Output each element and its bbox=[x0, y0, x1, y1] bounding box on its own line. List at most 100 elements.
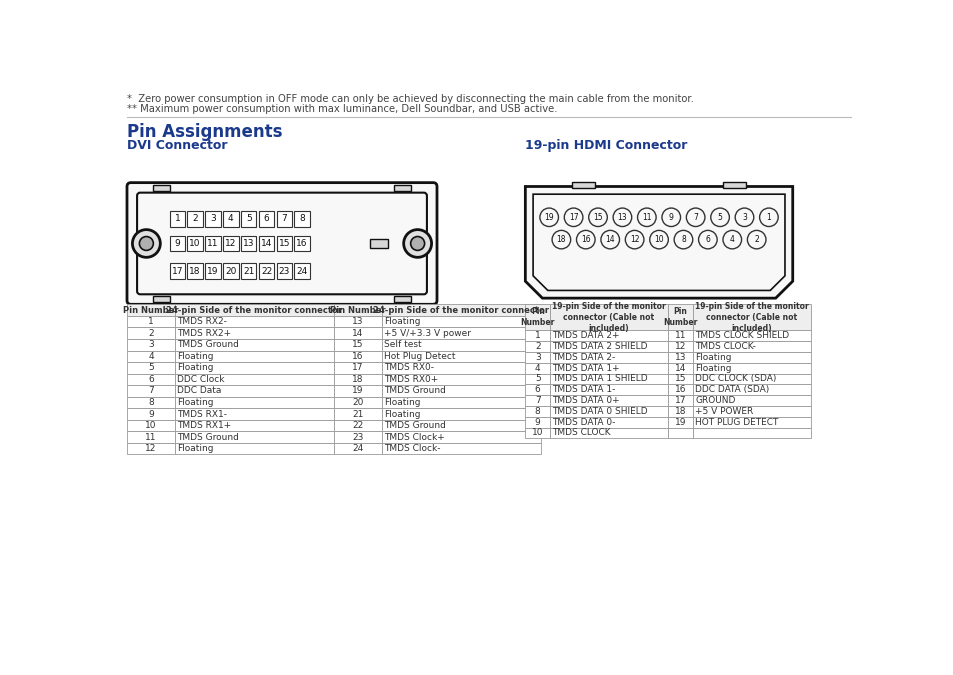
Bar bbox=[174, 350, 334, 362]
Text: Hot Plug Detect: Hot Plug Detect bbox=[384, 352, 456, 360]
Bar bbox=[334, 443, 381, 454]
Text: 3: 3 bbox=[535, 353, 540, 362]
Text: Floating: Floating bbox=[177, 352, 213, 360]
Text: 18: 18 bbox=[352, 375, 363, 384]
Text: TMDS CLOCK-: TMDS CLOCK- bbox=[695, 342, 755, 351]
Text: 1: 1 bbox=[174, 215, 180, 223]
Bar bbox=[174, 362, 334, 373]
Bar bbox=[692, 406, 810, 416]
Text: 15: 15 bbox=[352, 340, 363, 349]
Circle shape bbox=[698, 230, 717, 249]
Text: 17: 17 bbox=[352, 363, 363, 373]
Text: 6: 6 bbox=[148, 375, 153, 384]
Text: 15: 15 bbox=[278, 239, 290, 248]
Text: Pin Number: Pin Number bbox=[330, 306, 385, 315]
Text: 9: 9 bbox=[148, 410, 153, 418]
Bar bbox=[187, 236, 203, 251]
Bar bbox=[369, 239, 388, 248]
Bar bbox=[550, 363, 667, 373]
Circle shape bbox=[735, 208, 753, 227]
Bar bbox=[550, 416, 667, 427]
Bar bbox=[334, 431, 381, 443]
Text: TMDS RX1-: TMDS RX1- bbox=[177, 410, 227, 418]
Text: 3: 3 bbox=[148, 340, 153, 349]
Circle shape bbox=[410, 236, 424, 250]
Text: 17: 17 bbox=[172, 267, 183, 275]
Text: TMDS Ground: TMDS Ground bbox=[177, 433, 239, 441]
Bar bbox=[276, 263, 292, 279]
Bar bbox=[152, 296, 170, 302]
Bar bbox=[394, 296, 411, 302]
Bar bbox=[174, 327, 334, 339]
Bar bbox=[692, 342, 810, 352]
Bar bbox=[174, 373, 334, 385]
Bar bbox=[241, 236, 256, 251]
Text: 17: 17 bbox=[674, 396, 685, 405]
Bar bbox=[381, 373, 540, 385]
Text: 11: 11 bbox=[674, 331, 685, 340]
Text: 9: 9 bbox=[668, 213, 673, 222]
Bar bbox=[525, 331, 550, 342]
Text: 7: 7 bbox=[535, 396, 540, 405]
Circle shape bbox=[588, 208, 607, 227]
Bar bbox=[550, 384, 667, 395]
Text: 5: 5 bbox=[717, 213, 721, 222]
Text: 7: 7 bbox=[693, 213, 698, 222]
Text: 19: 19 bbox=[544, 213, 554, 222]
Bar bbox=[127, 373, 174, 385]
Bar bbox=[334, 316, 381, 327]
Text: 20: 20 bbox=[352, 398, 363, 407]
Bar bbox=[258, 263, 274, 279]
Text: 24-pin Side of the monitor connector: 24-pin Side of the monitor connector bbox=[167, 306, 342, 315]
Bar bbox=[334, 362, 381, 373]
Bar bbox=[692, 395, 810, 406]
Text: 2: 2 bbox=[193, 215, 198, 223]
Text: 18: 18 bbox=[556, 235, 565, 244]
Text: Pin
Number: Pin Number bbox=[662, 307, 697, 327]
Text: TMDS DATA 2+: TMDS DATA 2+ bbox=[552, 331, 619, 340]
Bar bbox=[381, 443, 540, 454]
Text: 8: 8 bbox=[299, 215, 305, 223]
Bar bbox=[381, 327, 540, 339]
Text: 1: 1 bbox=[765, 213, 770, 222]
Text: 9: 9 bbox=[174, 239, 180, 248]
Bar bbox=[525, 416, 550, 427]
Bar bbox=[187, 263, 203, 279]
Text: 10: 10 bbox=[145, 421, 156, 430]
Text: 21: 21 bbox=[352, 410, 363, 418]
Bar bbox=[381, 385, 540, 397]
Bar bbox=[692, 416, 810, 427]
Text: 14: 14 bbox=[352, 329, 363, 338]
Text: 10: 10 bbox=[532, 429, 543, 437]
Bar bbox=[692, 363, 810, 373]
Text: 8: 8 bbox=[680, 235, 685, 244]
Text: 20: 20 bbox=[225, 267, 236, 275]
Bar bbox=[258, 211, 274, 227]
Bar bbox=[667, 304, 692, 331]
Text: Floating: Floating bbox=[384, 410, 420, 418]
Text: DDC Clock: DDC Clock bbox=[177, 375, 225, 384]
Bar bbox=[381, 397, 540, 408]
Text: 17: 17 bbox=[568, 213, 578, 222]
Text: 23: 23 bbox=[278, 267, 290, 275]
Bar bbox=[127, 431, 174, 443]
Circle shape bbox=[552, 230, 570, 249]
Bar bbox=[525, 352, 550, 363]
Circle shape bbox=[746, 230, 765, 249]
Bar bbox=[205, 211, 220, 227]
Text: 16: 16 bbox=[352, 352, 363, 360]
Bar bbox=[667, 363, 692, 373]
Text: 4: 4 bbox=[228, 215, 233, 223]
Bar bbox=[174, 385, 334, 397]
Text: 15: 15 bbox=[674, 375, 685, 383]
Bar bbox=[692, 384, 810, 395]
Bar bbox=[174, 339, 334, 350]
Circle shape bbox=[661, 208, 679, 227]
Bar bbox=[381, 362, 540, 373]
Text: TMDS DATA 0-: TMDS DATA 0- bbox=[552, 418, 616, 427]
Text: 12: 12 bbox=[674, 342, 685, 351]
Text: TMDS CLOCK: TMDS CLOCK bbox=[552, 429, 611, 437]
Circle shape bbox=[403, 230, 431, 257]
Bar bbox=[381, 339, 540, 350]
Circle shape bbox=[613, 208, 631, 227]
